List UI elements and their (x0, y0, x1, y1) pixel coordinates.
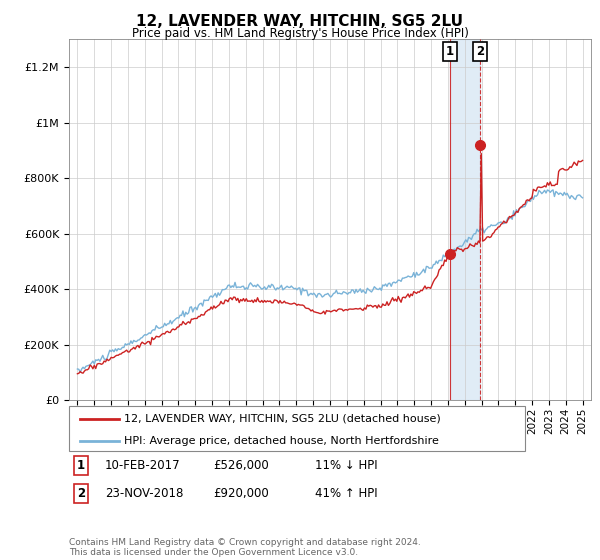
Text: HPI: Average price, detached house, North Hertfordshire: HPI: Average price, detached house, Nort… (124, 436, 439, 446)
Text: £920,000: £920,000 (213, 487, 269, 501)
Text: Contains HM Land Registry data © Crown copyright and database right 2024.
This d: Contains HM Land Registry data © Crown c… (69, 538, 421, 557)
Text: Price paid vs. HM Land Registry's House Price Index (HPI): Price paid vs. HM Land Registry's House … (131, 27, 469, 40)
Bar (449, 39, 480, 400)
Text: 2: 2 (77, 487, 85, 501)
FancyBboxPatch shape (69, 406, 525, 451)
Text: 23-NOV-2018: 23-NOV-2018 (105, 487, 184, 501)
Text: 2: 2 (476, 45, 484, 58)
Text: 10-FEB-2017: 10-FEB-2017 (105, 459, 181, 473)
Text: £526,000: £526,000 (213, 459, 269, 473)
Text: 12, LAVENDER WAY, HITCHIN, SG5 2LU (detached house): 12, LAVENDER WAY, HITCHIN, SG5 2LU (deta… (124, 413, 440, 423)
Text: 1: 1 (77, 459, 85, 473)
Text: 12, LAVENDER WAY, HITCHIN, SG5 2LU: 12, LAVENDER WAY, HITCHIN, SG5 2LU (137, 14, 464, 29)
Text: 41% ↑ HPI: 41% ↑ HPI (315, 487, 377, 501)
Text: 1: 1 (445, 45, 454, 58)
Text: 11% ↓ HPI: 11% ↓ HPI (315, 459, 377, 473)
